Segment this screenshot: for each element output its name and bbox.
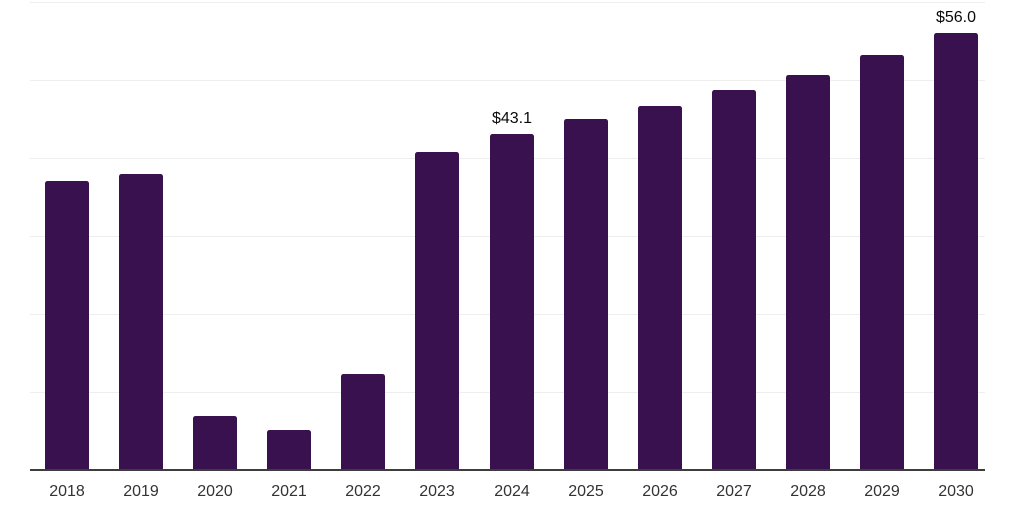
bar-2028	[786, 74, 830, 470]
x-tick-label-2028: 2028	[790, 483, 826, 500]
bar-2021	[267, 430, 311, 470]
x-tick-label-2021: 2021	[271, 483, 307, 500]
bar-2026	[638, 105, 682, 470]
bar-2020	[193, 416, 237, 470]
x-tick-label-2024: 2024	[494, 483, 530, 500]
bar-value-label-2024: $43.1	[491, 110, 533, 127]
bar-2023	[415, 151, 459, 470]
x-tick-label-2027: 2027	[716, 483, 752, 500]
bar-2018	[45, 181, 89, 470]
bar-2030	[934, 33, 978, 470]
x-tick-label-2030: 2030	[938, 483, 974, 500]
bar-2022	[341, 374, 385, 470]
x-tick-label-2023: 2023	[419, 483, 455, 500]
bar-2024	[490, 133, 534, 470]
x-tick-label-2020: 2020	[197, 483, 233, 500]
x-tick-label-2026: 2026	[642, 483, 678, 500]
bar-2025	[564, 119, 608, 470]
bar-2027	[712, 90, 756, 470]
x-tick-label-2022: 2022	[345, 483, 381, 500]
bar-2029	[860, 55, 904, 470]
gridline	[30, 2, 985, 3]
x-tick-label-2025: 2025	[568, 483, 604, 500]
bar-2019	[119, 173, 163, 470]
gridline	[30, 80, 985, 81]
x-tick-label-2018: 2018	[49, 483, 85, 500]
x-tick-label-2029: 2029	[864, 483, 900, 500]
bar-value-label-2030: $56.0	[935, 9, 977, 26]
x-tick-label-2019: 2019	[123, 483, 159, 500]
x-axis-line	[30, 469, 985, 471]
